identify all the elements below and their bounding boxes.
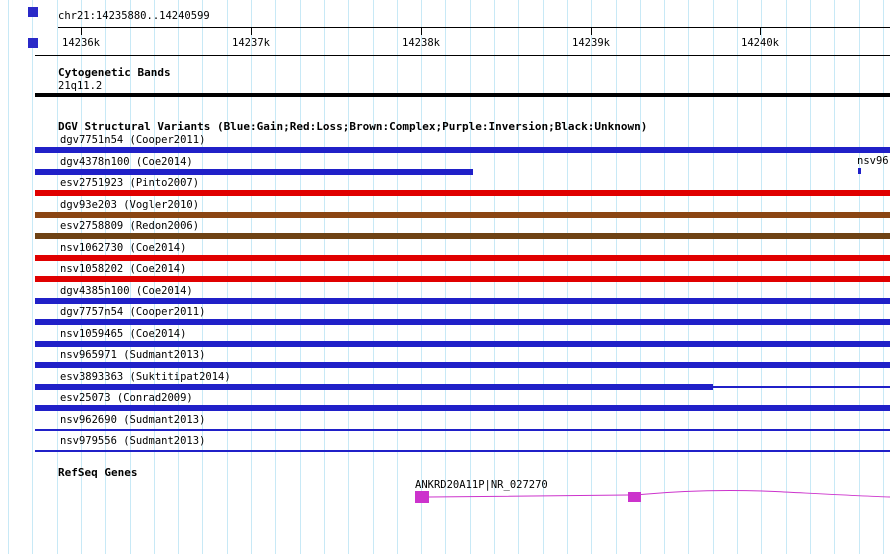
dgv-variant-rows: dgv7751n54 (Cooper2011) dgv4378n100 (Coe2… [0, 134, 890, 457]
variant-label-clipped: nsv96 [857, 155, 889, 167]
variant-row: nsv1058202 (Coe2014) [0, 263, 890, 285]
variant-label: dgv7757n54 (Cooper2011) [60, 306, 206, 318]
variant-bar[interactable] [35, 319, 890, 325]
ruler-tick-mark [421, 27, 422, 35]
variant-label: esv2758809 (Redon2006) [60, 220, 200, 232]
refseq-section-title: RefSeq Genes [58, 466, 138, 479]
variant-bar-clipped[interactable] [858, 168, 861, 174]
variant-bar[interactable] [35, 362, 890, 368]
variant-label: dgv4378n100 (Coe2014) [60, 155, 193, 168]
ruler-tick-label: 14239k [572, 37, 610, 49]
grid-line [8, 0, 9, 554]
variant-label: nsv979556 (Sudmant2013) [60, 435, 206, 447]
ruler-tick-label: 14240k [741, 37, 779, 49]
variant-bar[interactable] [35, 233, 890, 239]
dgv-section-title: DGV Structural Variants (Blue:Gain;Red:L… [58, 120, 648, 133]
variant-row: dgv93e203 (Vogler2010) [0, 199, 890, 221]
variant-bar[interactable] [35, 428, 890, 431]
cytoband-label: 21q11.2 [58, 80, 103, 92]
variant-label: nsv962690 (Sudmant2013) [60, 413, 206, 426]
variant-row: nsv1062730 (Coe2014) [0, 242, 890, 264]
ruler-tick-label: 14236k [62, 37, 100, 49]
variant-row: esv2758809 (Redon2006) [0, 220, 890, 242]
ruler-tick-label: 14238k [402, 37, 440, 49]
exon-box[interactable] [415, 491, 429, 503]
variant-row: nsv962690 (Sudmant2013) [0, 414, 890, 436]
ruler-line-bottom [35, 55, 890, 56]
variant-label: dgv4385n100 (Coe2014) [60, 284, 193, 297]
variant-label: nsv965971 (Sudmant2013) [60, 349, 206, 361]
variant-bar[interactable] [35, 147, 890, 153]
variant-row: dgv4385n100 (Coe2014) [0, 285, 890, 307]
variant-row: dgv7757n54 (Cooper2011) [0, 306, 890, 328]
variant-row: dgv7751n54 (Cooper2011) [0, 134, 890, 156]
variant-bar[interactable] [35, 211, 890, 218]
variant-row: nsv1059465 (Coe2014) [0, 328, 890, 350]
ruler-tick-mark [591, 27, 592, 35]
variant-row: esv3893363 (Suktitipat2014) [0, 371, 890, 393]
intron-line [428, 490, 890, 498]
variant-row: esv25073 (Conrad2009) [0, 392, 890, 414]
variant-label: esv3893363 (Suktitipat2014) [60, 370, 231, 383]
variant-label: nsv1058202 (Coe2014) [60, 263, 187, 275]
variant-row: nsv965971 (Sudmant2013) [0, 349, 890, 371]
variant-label: dgv93e203 (Vogler2010) [60, 198, 200, 211]
variant-bar[interactable] [35, 190, 890, 196]
variant-label: nsv1059465 (Coe2014) [60, 327, 187, 340]
exon-box[interactable] [628, 492, 641, 502]
ruler-tick-mark [760, 27, 761, 35]
ruler-tick-label: 14237k [232, 37, 270, 49]
cytogenetic-bands-title: Cytogenetic Bands [58, 66, 171, 79]
gene-feature[interactable] [0, 487, 890, 513]
grid-line [32, 0, 34, 554]
ruler-line-top [58, 27, 890, 28]
variant-bar[interactable] [35, 383, 713, 390]
variant-bar[interactable] [35, 340, 890, 347]
ruler-tick-mark [81, 27, 82, 35]
blue-marker-icon [28, 38, 38, 48]
blue-marker-icon [28, 7, 38, 17]
variant-bar[interactable] [35, 276, 890, 282]
location-label: chr21:14235880..14240599 [58, 10, 210, 22]
variant-row: esv2751923 (Pinto2007) [0, 177, 890, 199]
variant-tail [713, 385, 890, 388]
variant-row: nsv979556 (Sudmant2013) [0, 435, 890, 457]
variant-bar[interactable] [35, 450, 890, 452]
ruler-tick-mark [251, 27, 252, 35]
gene-label: ANKRD20A11P|NR_027270 [415, 479, 548, 491]
variant-label: dgv7751n54 (Cooper2011) [60, 134, 206, 146]
variant-label: nsv1062730 (Coe2014) [60, 241, 187, 254]
variant-bar[interactable] [35, 405, 890, 411]
variant-row: dgv4378n100 (Coe2014) [0, 156, 890, 178]
variant-bar[interactable] [35, 254, 890, 261]
variant-label: esv25073 (Conrad2009) [60, 392, 193, 404]
cytoband-bar[interactable] [35, 93, 890, 97]
variant-bar[interactable] [35, 168, 473, 175]
variant-label: esv2751923 (Pinto2007) [60, 177, 200, 189]
variant-bar[interactable] [35, 297, 890, 304]
